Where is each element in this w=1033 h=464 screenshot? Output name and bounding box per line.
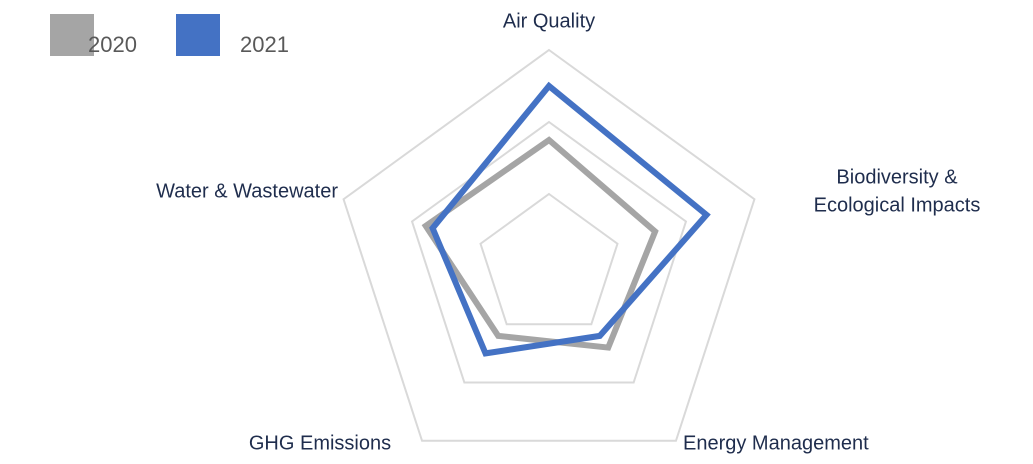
grid-ring [342, 48, 756, 442]
grid-ring [479, 192, 619, 326]
axis-label: GHG Emissions [249, 432, 391, 454]
grid-ring [410, 120, 688, 384]
axis-label: Biodiversity & [836, 166, 958, 188]
legend-swatch [176, 14, 220, 56]
axis-label: Water & Wastewater [156, 180, 338, 202]
legend-label: 2021 [240, 32, 289, 57]
axis-label: Ecological Impacts [814, 194, 981, 216]
axis-label: Energy Management [683, 432, 869, 454]
axis-label: Air Quality [503, 10, 595, 32]
series-line [429, 81, 711, 357]
legend-swatch [50, 14, 94, 56]
legend-label: 2020 [88, 32, 137, 57]
